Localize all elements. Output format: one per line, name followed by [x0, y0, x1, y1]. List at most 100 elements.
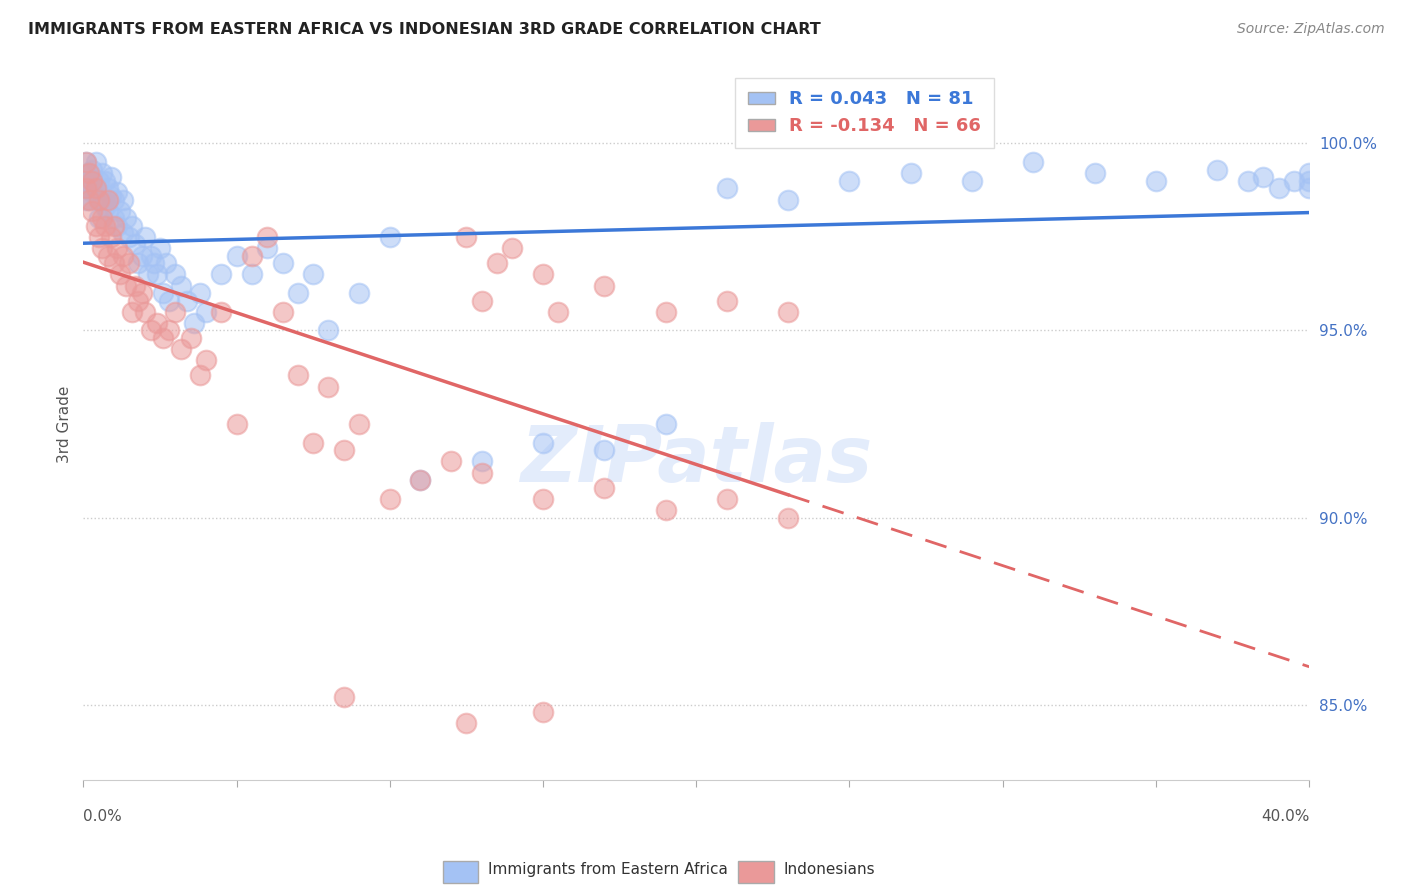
Point	[142, 256, 165, 270]
Point	[654, 417, 676, 431]
Point	[486, 256, 509, 270]
Point	[84, 181, 107, 195]
Point	[165, 305, 187, 319]
Point	[271, 305, 294, 319]
Point	[79, 193, 101, 207]
Point	[188, 286, 211, 301]
Point	[593, 443, 616, 458]
Point	[87, 193, 110, 207]
Point	[93, 174, 115, 188]
Point	[456, 230, 478, 244]
Point	[108, 268, 131, 282]
Point	[256, 241, 278, 255]
Text: 0.0%: 0.0%	[83, 810, 122, 824]
Text: 40.0%: 40.0%	[1261, 810, 1309, 824]
Point	[155, 256, 177, 270]
Point	[103, 256, 125, 270]
Point	[157, 323, 180, 337]
Point	[188, 368, 211, 383]
Point	[87, 174, 110, 188]
Point	[105, 241, 128, 255]
Point	[146, 316, 169, 330]
Point	[131, 286, 153, 301]
Point	[778, 305, 800, 319]
Point	[87, 193, 110, 207]
Point	[176, 293, 198, 308]
Point	[1237, 174, 1260, 188]
Point	[209, 268, 232, 282]
Point	[165, 268, 187, 282]
Text: Immigrants from Eastern Africa: Immigrants from Eastern Africa	[488, 863, 728, 877]
Point	[378, 230, 401, 244]
Point	[75, 155, 97, 169]
Point	[170, 342, 193, 356]
Point	[409, 473, 432, 487]
Point	[333, 443, 356, 458]
Point	[100, 230, 122, 244]
Point	[960, 174, 983, 188]
Point	[471, 454, 494, 468]
Point	[124, 237, 146, 252]
Point	[82, 174, 104, 188]
Point	[139, 323, 162, 337]
Point	[90, 211, 112, 226]
Point	[93, 200, 115, 214]
Point	[124, 278, 146, 293]
Point	[90, 241, 112, 255]
Point	[531, 435, 554, 450]
Point	[100, 169, 122, 184]
Point	[134, 305, 156, 319]
Point	[287, 368, 309, 383]
Point	[157, 293, 180, 308]
Point	[240, 268, 263, 282]
Point	[79, 181, 101, 195]
Point	[302, 268, 325, 282]
Point	[180, 331, 202, 345]
Point	[105, 219, 128, 233]
Point	[84, 219, 107, 233]
Point	[82, 174, 104, 188]
Point	[146, 268, 169, 282]
Point	[194, 305, 217, 319]
Point	[103, 193, 125, 207]
Y-axis label: 3rd Grade: 3rd Grade	[58, 385, 72, 463]
Point	[456, 716, 478, 731]
Point	[152, 331, 174, 345]
Point	[209, 305, 232, 319]
Point	[716, 491, 738, 506]
Point	[716, 181, 738, 195]
Point	[84, 181, 107, 195]
Point	[531, 491, 554, 506]
Point	[1144, 174, 1167, 188]
Point	[75, 155, 97, 169]
Point	[97, 193, 120, 207]
Point	[1251, 169, 1274, 184]
Point	[79, 166, 101, 180]
Point	[84, 155, 107, 169]
Point	[134, 230, 156, 244]
Point	[1267, 181, 1289, 195]
Point	[75, 193, 97, 207]
Point	[838, 174, 860, 188]
Point	[225, 417, 247, 431]
Point	[170, 278, 193, 293]
Point	[593, 481, 616, 495]
Point	[90, 166, 112, 180]
Point	[225, 249, 247, 263]
Point	[121, 305, 143, 319]
Point	[75, 181, 97, 195]
Point	[778, 193, 800, 207]
Point	[127, 293, 149, 308]
Point	[112, 193, 135, 207]
Point	[1084, 166, 1107, 180]
Point	[318, 323, 340, 337]
Point	[654, 503, 676, 517]
Point	[136, 268, 159, 282]
Point	[1282, 174, 1305, 188]
Point	[440, 454, 463, 468]
Point	[333, 690, 356, 705]
Point	[79, 166, 101, 180]
Point	[75, 174, 97, 188]
Point	[501, 241, 523, 255]
Point	[1298, 181, 1320, 195]
